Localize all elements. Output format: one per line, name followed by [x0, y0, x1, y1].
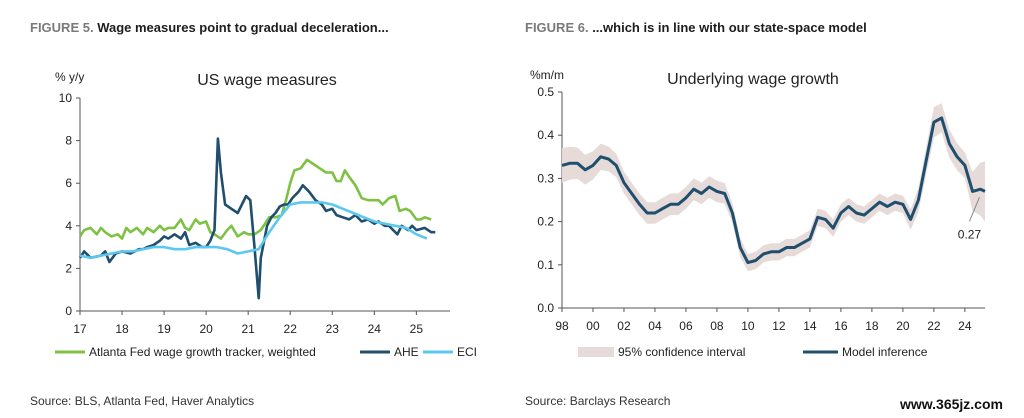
y-tick-label: 0.3 — [537, 171, 554, 185]
chart-title: US wage measures — [197, 72, 337, 89]
x-tick-label: 02 — [617, 319, 631, 333]
annotation-leader — [968, 197, 980, 222]
x-tick-label: 08 — [710, 319, 724, 333]
y-tick-label: 0.2 — [537, 215, 554, 229]
x-tick-label: 20 — [896, 319, 910, 333]
figure-6-title: FIGURE 6. ...which is in line with our s… — [525, 20, 867, 35]
x-tick-label: 21 — [242, 322, 256, 336]
y-axis-label: % y/y — [55, 70, 84, 84]
y-tick-label: 4 — [65, 219, 72, 233]
series-line-model-inference — [561, 116, 986, 265]
x-tick-label: 22 — [284, 322, 298, 336]
legend-label: Model inference — [842, 345, 928, 359]
x-tick-label: 04 — [648, 319, 662, 333]
series-line-atlanta-fed-wage-growth-tracker-weighted — [78, 158, 432, 240]
legend-swatch — [578, 347, 614, 357]
legend-label: AHE — [394, 345, 419, 359]
figure-5-number: FIGURE 5. — [30, 20, 94, 35]
y-tick-label: 0.4 — [537, 128, 554, 142]
x-tick-label: 22 — [927, 319, 941, 333]
figure-5-caption: Wage measures point to gradual decelerat… — [93, 20, 389, 35]
x-tick-label: 10 — [741, 319, 755, 333]
x-tick-label: 24 — [368, 322, 382, 336]
figure-6-caption: ...which is in line with our state-space… — [588, 20, 867, 35]
x-tick-label: 12 — [772, 319, 786, 333]
x-tick-label: 98 — [555, 319, 569, 333]
x-tick-label: 25 — [410, 322, 424, 336]
y-tick-label: 8 — [65, 134, 72, 148]
x-tick-label: 18 — [115, 322, 129, 336]
y-tick-label: 0.0 — [537, 301, 554, 315]
legend-label: ECI — [457, 345, 477, 359]
figure-6-source: Source: Barclays Research — [525, 394, 671, 408]
chart-title: Underlying wage growth — [667, 71, 839, 88]
x-tick-label: 19 — [157, 322, 171, 336]
y-tick-label: 0.5 — [537, 85, 554, 99]
x-tick-label: 20 — [199, 322, 213, 336]
annotation-label: 0.27 — [958, 227, 982, 241]
series-line-eci — [79, 201, 428, 260]
series-line-ahe — [78, 137, 436, 300]
y-tick-label: 6 — [65, 176, 72, 190]
y-tick-label: 0 — [65, 304, 72, 318]
figure-5-source: Source: BLS, Atlanta Fed, Haver Analytic… — [30, 394, 255, 408]
legend-label: Atlanta Fed wage growth tracker, weighte… — [89, 345, 316, 359]
legend-label: 95% confidence interval — [618, 345, 745, 359]
x-tick-label: 23 — [326, 322, 340, 336]
x-tick-label: 00 — [586, 319, 600, 333]
x-tick-label: 14 — [803, 319, 817, 333]
y-axis-label: %m/m — [530, 68, 564, 82]
watermark: www.365jz.com — [900, 396, 1003, 412]
x-tick-label: 24 — [958, 319, 972, 333]
figure-6-number: FIGURE 6. — [525, 20, 589, 35]
y-tick-label: 0.1 — [537, 258, 554, 272]
y-tick-label: 2 — [65, 261, 72, 275]
x-tick-label: 18 — [865, 319, 879, 333]
underlying-wage-chart: Underlying wage growth %m/m 0.0 0.1 0.2 0.3 0.… — [530, 68, 986, 359]
y-tick-label: 10 — [59, 91, 73, 105]
x-tick-label: 16 — [834, 319, 848, 333]
figure-5-title: FIGURE 5. Wage measures point to gradual… — [30, 20, 389, 35]
x-tick-label: 17 — [73, 322, 87, 336]
x-tick-label: 06 — [679, 319, 693, 333]
